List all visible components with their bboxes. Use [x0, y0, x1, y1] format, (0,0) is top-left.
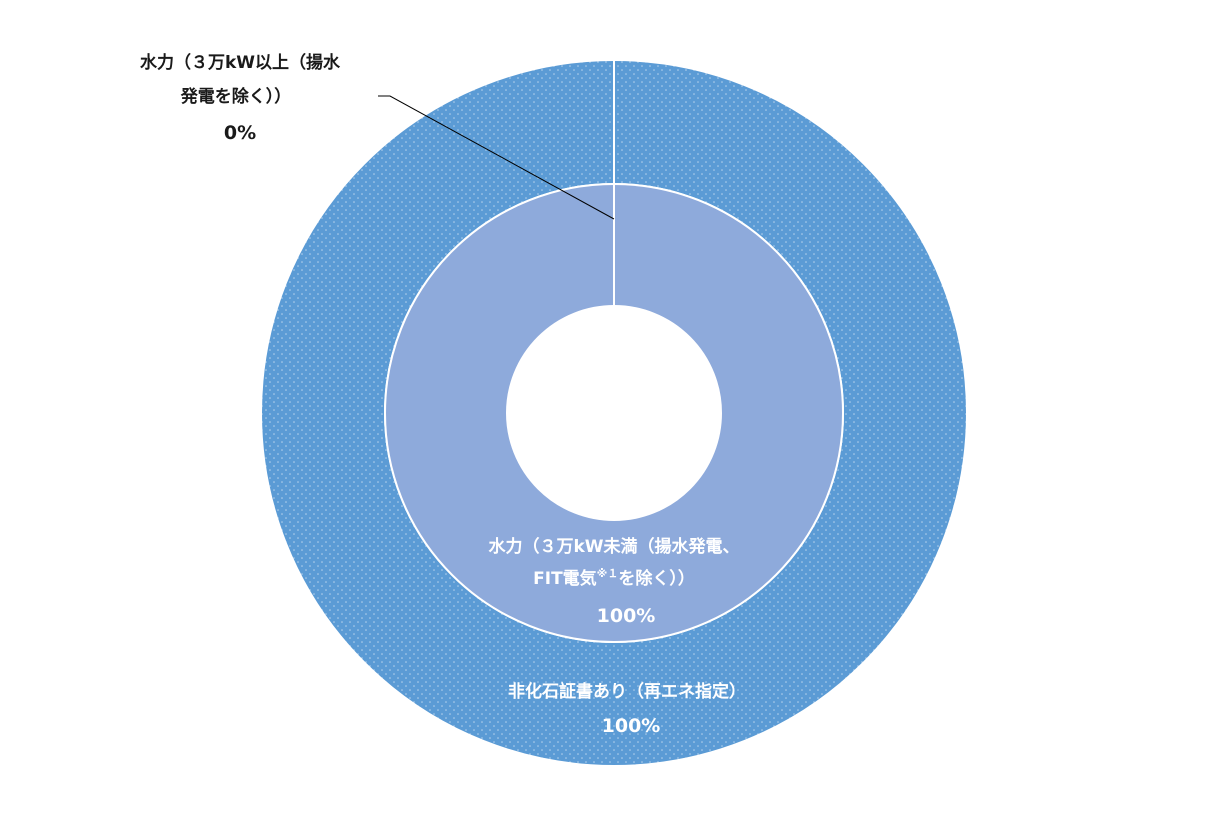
outer-slice-value-label: 100% — [602, 715, 661, 737]
outer-ring-dot-pattern — [261, 60, 967, 766]
inner-slice-label-line2: FIT電気※１を除く）） — [533, 567, 695, 589]
inner-slice-label-line1: 水力（３万kW未満（揚水発電、 — [488, 536, 739, 557]
inner-slice-label-line2-part-a: FIT電気 — [533, 568, 597, 589]
inner-slice-label-line2-part-b: を除く）） — [618, 568, 695, 589]
inner-slice-value-label: 100% — [597, 605, 656, 627]
leader-line-hydro-over-30mw — [378, 95, 615, 220]
inner-ring-slice-hydro-under-30mw — [383, 183, 845, 643]
zero-slice-value-label: 0% — [224, 122, 256, 144]
outer-slice-label: 非化石証書あり（再エネ指定） — [508, 681, 746, 702]
zero-slice-label-line1: 水力（３万kW以上（揚水 — [140, 52, 341, 73]
zero-slice-label-line2: 発電を除く）） — [180, 86, 292, 107]
inner-slice-label-superscript: ※１ — [597, 567, 619, 580]
